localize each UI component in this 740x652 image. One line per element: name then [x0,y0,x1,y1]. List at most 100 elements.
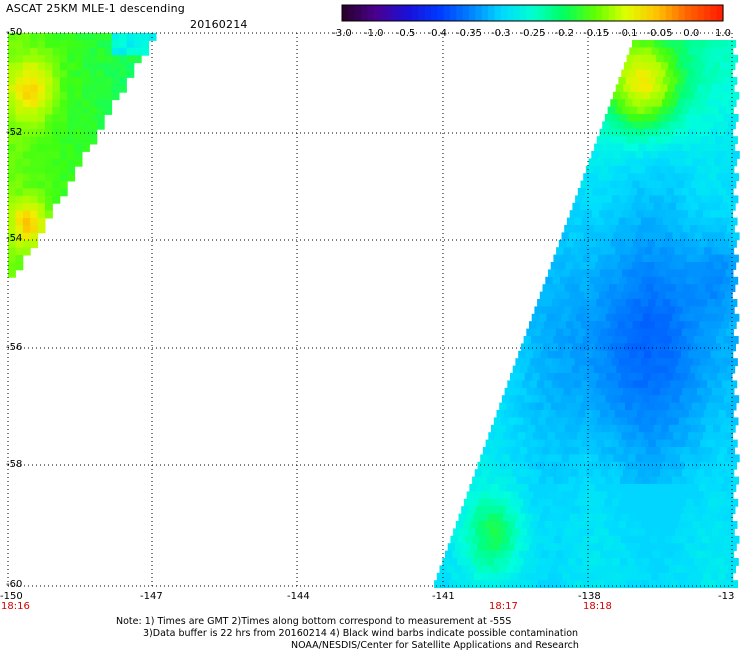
swath-cell [620,91,629,100]
swath-cell [715,580,724,589]
swath-cell [580,565,588,574]
swath-cell [690,225,698,233]
swath-cell [587,565,596,574]
swath-cell [675,225,684,233]
swath-cell [651,350,660,359]
swath-cell [37,188,46,197]
swath-cell [677,299,686,307]
swath-cell [656,136,664,145]
swath-cell [583,173,592,182]
swath-cell [89,70,98,78]
swath-cell [708,558,717,566]
swath-cell [613,535,622,544]
swath-cell [685,276,694,285]
swath-cell [649,173,658,182]
swath-cell [690,62,699,71]
swath-cell [601,365,610,374]
swath-cell [701,336,710,344]
swath-cell [666,350,675,359]
swath-cell [724,291,733,300]
swath-cell [493,580,502,589]
swath-cell [695,69,704,78]
swath-cell [646,343,655,352]
swath-cell [712,225,721,233]
swath-cell [625,239,634,248]
swath-cell [133,33,142,41]
swath-cell [693,417,702,426]
swath-cell [597,476,606,485]
swath-cell [592,572,601,581]
swath-cell [647,99,656,108]
swath-cell [624,484,633,492]
swath-cell [606,454,614,463]
swath-cell [721,158,730,167]
swath-cell [660,84,668,93]
swath-cell [563,387,572,396]
swath-cell [671,254,680,263]
swath-cell [610,543,619,552]
swath-cell [633,299,642,307]
swath-cell [96,92,105,101]
swath-cell [609,262,618,270]
swath-cell [550,484,559,492]
swath-cell [541,328,549,337]
swath-cell [591,373,600,381]
swath-cell [644,328,653,337]
swath-cell [704,247,712,256]
swath-cell [708,254,717,263]
swath-cell [660,387,668,396]
swath-cell [562,432,571,441]
swath-cell [724,151,733,159]
swath-cell [628,373,637,381]
swath-cell [525,432,534,441]
swath-cell [685,498,694,507]
swath-cell [661,202,670,211]
swath-cell [8,70,16,78]
swath-cell [728,543,737,552]
swath-cell [612,195,620,204]
swath-cell [729,461,737,470]
swath-cell [636,572,645,581]
swath-cell [512,447,521,455]
swath-cell [553,254,562,263]
swath-cell [119,33,127,41]
swath-cell [712,506,721,515]
swath-cell [516,558,525,566]
swath-cell [681,410,690,418]
swath-cell [601,143,610,152]
swath-cell [649,195,657,204]
swath-cell [705,143,713,152]
swath-cell [8,203,16,212]
swath-cell [637,106,646,115]
swath-cell [620,173,629,182]
swath-cell [590,395,599,404]
swath-cell [526,410,534,418]
swath-cell [119,70,127,78]
swath-cell [478,498,487,507]
swath-cell [539,373,548,381]
swath-cell [574,498,583,507]
swath-cell [699,99,707,108]
swath-cell [679,336,687,344]
swath-cell [709,535,718,544]
swath-cell [89,33,98,41]
swath-cell [563,247,572,256]
swath-cell [654,402,663,411]
swath-cell [699,321,708,330]
swath-cell [657,535,666,544]
swath-cell [37,181,46,189]
swath-cell [687,535,696,544]
swath-cell [610,99,619,108]
swath-cell [555,410,564,418]
swath-cell [615,106,623,115]
swath-cell [672,232,681,241]
swath-cell [22,232,31,241]
swath-cell [607,188,616,196]
swath-cell [476,506,484,515]
swath-cell [126,62,135,71]
swath-cell [697,84,705,93]
swath-cell [635,395,643,404]
swath-cell [727,506,736,515]
swath-cell [600,410,608,418]
swath-cell [689,106,697,115]
